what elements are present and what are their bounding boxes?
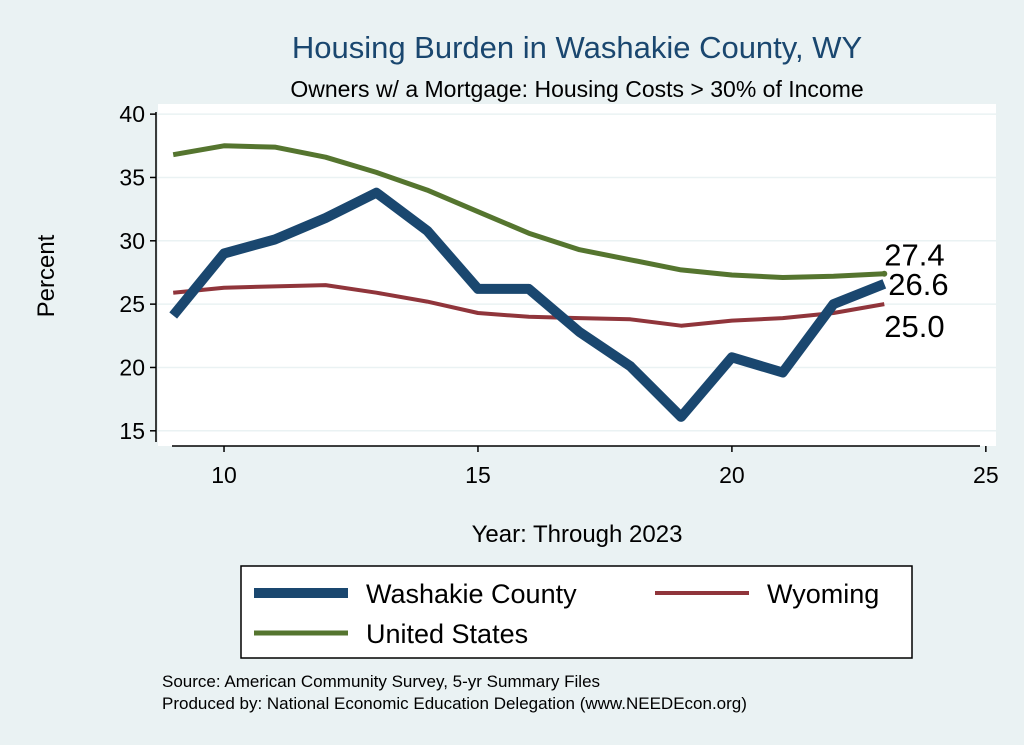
legend-item-united-states: United States bbox=[254, 619, 528, 649]
legend-item-washakie: Washakie County bbox=[254, 579, 577, 609]
legend-item-wyoming: Wyoming bbox=[655, 579, 879, 609]
chart-title: Housing Burden in Washakie County, WY bbox=[292, 30, 862, 65]
chart-subtitle: Owners w/ a Mortgage: Housing Costs > 30… bbox=[290, 76, 863, 102]
x-axis-ticks: 10 15 20 25 bbox=[211, 446, 999, 488]
y-axis-title: Percent bbox=[33, 234, 60, 317]
x-axis-title: Year: Through 2023 bbox=[472, 521, 683, 548]
end-labels: 26.6 25.0 27.4 bbox=[881, 238, 949, 344]
x-tick-label-25: 25 bbox=[973, 462, 999, 488]
gridlines bbox=[158, 113, 996, 432]
y-tick-label-15: 15 bbox=[119, 418, 145, 444]
x-tick-label-10: 10 bbox=[211, 462, 237, 488]
producer-note: Produced by: National Economic Education… bbox=[162, 694, 747, 713]
end-label-wyoming: 25.0 bbox=[884, 309, 944, 344]
end-label-united-states: 27.4 bbox=[884, 238, 944, 273]
x-tick-label-15: 15 bbox=[465, 462, 491, 488]
series-line-washakie-county bbox=[169, 187, 887, 422]
legend-box bbox=[240, 565, 913, 659]
end-marker-united-states bbox=[881, 270, 888, 277]
series-line-wyoming bbox=[173, 283, 885, 328]
y-tick-label-30: 30 bbox=[119, 228, 145, 254]
legend-label-washakie: Washakie County bbox=[366, 579, 577, 609]
y-tick-label-20: 20 bbox=[119, 354, 145, 380]
source-note: Source: American Community Survey, 5-yr … bbox=[162, 672, 600, 691]
y-tick-label-35: 35 bbox=[119, 164, 145, 190]
end-label-washakie-county: 26.6 bbox=[888, 267, 948, 302]
legend-label-wyoming: Wyoming bbox=[767, 579, 879, 609]
y-tick-label-40: 40 bbox=[119, 101, 145, 127]
y-axis-ticks: 15 20 25 30 35 40 bbox=[119, 101, 156, 444]
series-line-united-states bbox=[172, 143, 885, 280]
legend-label-united-states: United States bbox=[366, 619, 528, 649]
x-tick-label-20: 20 bbox=[719, 462, 745, 488]
series-lines bbox=[169, 143, 887, 422]
y-tick-label-25: 25 bbox=[119, 291, 145, 317]
